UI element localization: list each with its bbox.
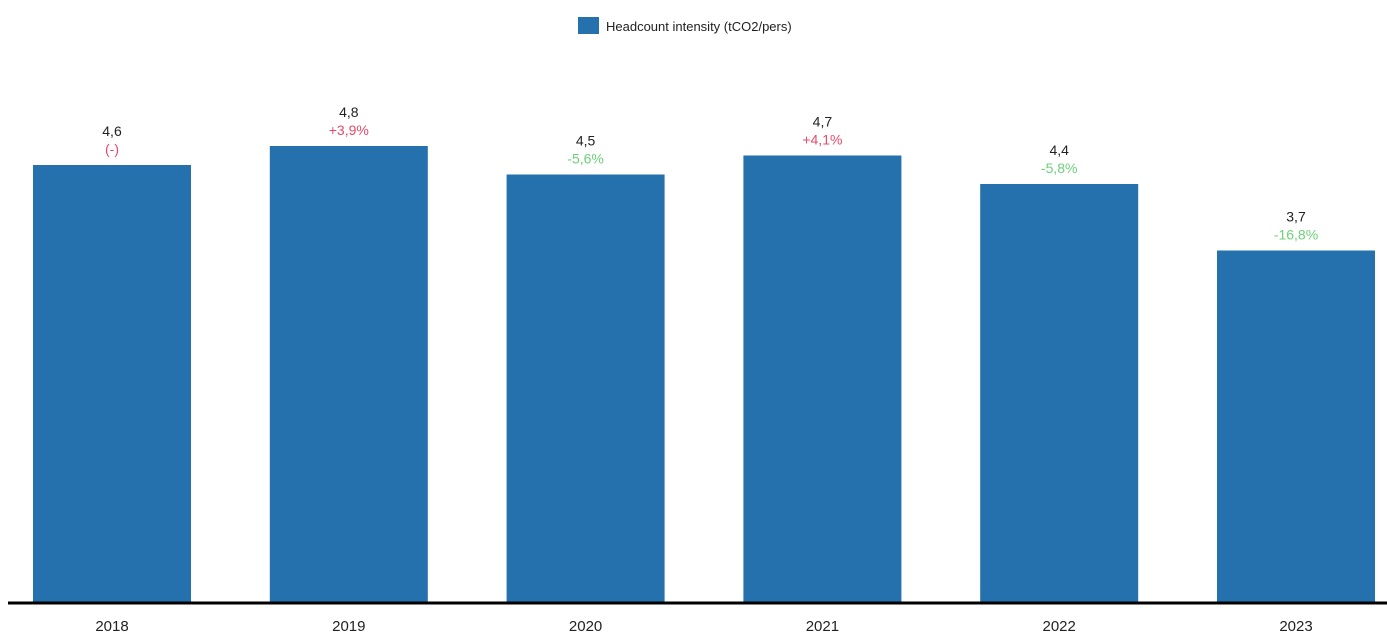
change-label-2019: +3,9% xyxy=(329,122,369,138)
x-tick-2022: 2022 xyxy=(1043,618,1076,633)
x-tick-2018: 2018 xyxy=(95,618,128,633)
bar-2021 xyxy=(743,155,902,602)
bar-2023 xyxy=(1217,250,1375,602)
x-tick-2019: 2019 xyxy=(332,618,365,633)
change-label-2021: +4,1% xyxy=(802,132,842,148)
data-label-2020: 4,5 xyxy=(576,133,596,149)
data-label-2022: 4,4 xyxy=(1049,142,1069,158)
change-label-2018: (-) xyxy=(105,141,119,157)
change-label-2023: -16,8% xyxy=(1274,227,1318,243)
data-labels-group: 4,6 (-) 4,8 +3,9% 4,5 -5,6% 4,7 +4,1% 4,4 -5,8% 3,… xyxy=(102,104,1318,243)
legend-swatch xyxy=(578,17,599,34)
change-label-2020: -5,6% xyxy=(567,151,604,167)
x-axis-ticks: 2018 2019 2020 2021 2022 2023 xyxy=(95,618,1312,633)
bar-2019 xyxy=(269,146,428,602)
x-tick-2023: 2023 xyxy=(1279,618,1312,633)
bar-2018 xyxy=(33,165,191,602)
x-tick-2021: 2021 xyxy=(806,618,839,633)
legend-label: Headcount intensity (tCO2/pers) xyxy=(606,19,792,34)
bars-group xyxy=(33,146,1375,602)
bar-2020 xyxy=(506,174,665,602)
data-label-2021: 4,7 xyxy=(813,114,833,130)
change-label-2022: -5,8% xyxy=(1041,160,1078,176)
x-tick-2020: 2020 xyxy=(569,618,602,633)
legend: Headcount intensity (tCO2/pers) xyxy=(578,17,792,34)
bar-2022 xyxy=(980,184,1139,602)
data-label-2019: 4,8 xyxy=(339,104,359,120)
data-label-2023: 3,7 xyxy=(1286,209,1306,225)
data-label-2018: 4,6 xyxy=(102,123,122,139)
